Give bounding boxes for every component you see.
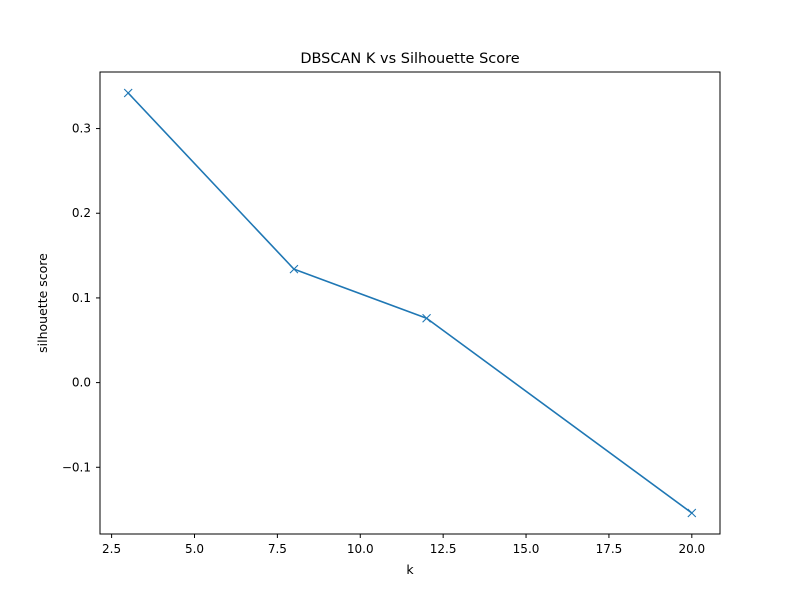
- data-point-marker: [123, 88, 133, 98]
- series-line: [127, 92, 693, 514]
- x-tick-label: 15.0: [513, 542, 540, 556]
- series-layer: [123, 88, 697, 518]
- plot-area: 2.5 5.0 7.5 10.0 12.5 15.0 17.5 20.0 −0.1 0.0 0.1…: [62, 71, 721, 556]
- x-tick-label: 10.0: [347, 542, 374, 556]
- data-point-marker: [422, 313, 431, 323]
- x-tick-label: 17.5: [596, 542, 623, 556]
- y-tick-label: 0.3: [72, 122, 91, 136]
- x-axis: 2.5 5.0 7.5 10.0 12.5 15.0 17.5 20.0: [102, 534, 705, 556]
- y-axis: −0.1 0.0 0.1 0.2 0.3: [62, 122, 100, 474]
- y-axis-label: silhouette score: [35, 253, 50, 353]
- y-tick-label: 0.0: [72, 376, 91, 390]
- x-tick-label: 20.0: [678, 542, 705, 556]
- x-tick-label: 12.5: [430, 542, 457, 556]
- data-point-marker: [687, 508, 697, 518]
- y-tick-label: 0.1: [72, 291, 91, 305]
- x-tick-label: 2.5: [102, 542, 121, 556]
- plot-frame: [99, 71, 721, 535]
- chart-title: DBSCAN K vs Silhouette Score: [300, 51, 519, 67]
- y-tick-label: −0.1: [62, 460, 91, 474]
- x-tick-label: 5.0: [185, 542, 204, 556]
- y-tick-label: 0.2: [72, 206, 91, 220]
- data-point-marker: [289, 264, 299, 274]
- x-tick-label: 7.5: [268, 542, 287, 556]
- x-axis-label: k: [406, 562, 414, 577]
